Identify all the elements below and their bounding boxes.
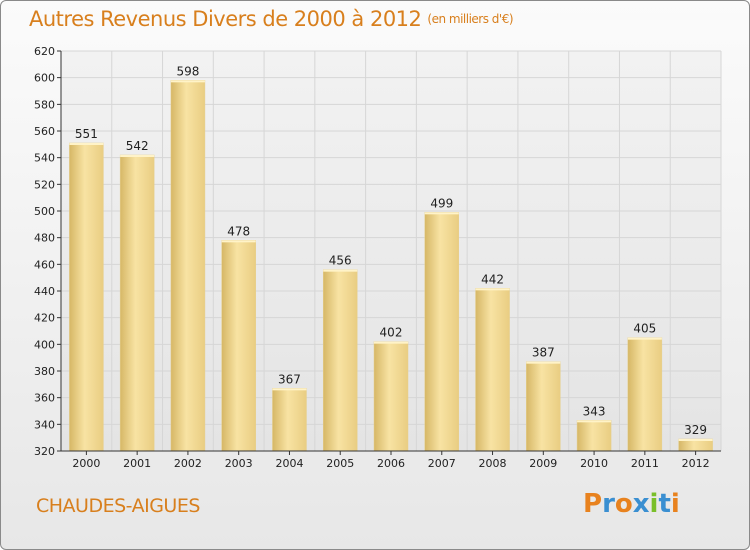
y-tick-label: 320 <box>34 445 55 458</box>
y-tick-label: 620 <box>34 45 55 58</box>
data-label: 405 <box>633 322 656 336</box>
bar <box>424 212 460 452</box>
data-label: 456 <box>329 254 352 268</box>
x-tick-label: 2007 <box>428 457 456 470</box>
bar <box>69 142 104 452</box>
y-tick-label: 600 <box>34 72 55 85</box>
data-label: 542 <box>126 139 149 153</box>
x-tick-label: 2011 <box>631 457 659 470</box>
logo-letter: i <box>649 489 659 519</box>
axes: 320 340 360 380 400 420 440 460 480 500 520 540 560 5… <box>34 45 721 470</box>
x-tick-label: 2010 <box>580 457 608 470</box>
y-tick-label: 440 <box>34 285 55 298</box>
bar <box>221 240 256 452</box>
x-tick-label: 2002 <box>174 457 202 470</box>
bar <box>373 341 409 452</box>
bar-highlight <box>577 420 612 423</box>
y-tick-label: 520 <box>34 178 55 191</box>
bar-highlight <box>221 240 256 243</box>
y-tick-label: 580 <box>34 98 55 111</box>
bar <box>272 388 307 452</box>
x-tick-label: 2008 <box>479 457 507 470</box>
data-label: 367 <box>278 372 301 386</box>
y-tick-label: 380 <box>34 365 55 378</box>
data-label: 329 <box>684 423 707 437</box>
x-tick-label: 2000 <box>72 457 100 470</box>
data-label: 478 <box>227 224 250 238</box>
x-tick-label: 2012 <box>682 457 710 470</box>
proxiti-logo[interactable]: Proxiti <box>583 489 680 519</box>
data-label: 551 <box>75 127 98 141</box>
bar-highlight <box>272 388 307 391</box>
y-tick-label: 460 <box>34 258 55 271</box>
y-tick-label: 500 <box>34 205 55 218</box>
x-tick-label: 2005 <box>326 457 354 470</box>
bars: 551 542 598 478 367 456 402 499 442 387 343 405 329 <box>69 64 713 452</box>
bar <box>119 154 155 452</box>
bar-highlight <box>424 212 459 215</box>
bar <box>475 288 510 452</box>
bar-highlight <box>69 143 104 145</box>
bar-highlight <box>526 361 561 364</box>
logo-letter: o <box>614 489 633 519</box>
data-label: 499 <box>430 196 453 210</box>
data-label: 442 <box>481 272 504 286</box>
y-tick-label: 560 <box>34 125 55 138</box>
logo-letter: t <box>658 489 671 519</box>
y-tick-label: 480 <box>34 232 55 245</box>
y-tick-label: 400 <box>34 338 55 351</box>
logo-letter: i <box>670 489 680 519</box>
logo-letter: x <box>632 489 650 519</box>
bar <box>526 361 561 452</box>
x-tick-label: 2003 <box>225 457 253 470</box>
bar <box>627 337 663 452</box>
x-tick-label: 2004 <box>275 457 303 470</box>
chart-title: Autres Revenus Divers de 2000 à 2012 (en … <box>29 7 514 31</box>
bar-highlight <box>627 337 662 340</box>
logo-letter: r <box>602 489 615 519</box>
bar <box>170 80 206 452</box>
bar-highlight <box>323 269 358 272</box>
bar-highlight <box>475 288 510 291</box>
x-tick-label: 2001 <box>123 457 151 470</box>
x-tick-label: 2006 <box>377 457 405 470</box>
data-label: 598 <box>176 64 199 78</box>
place-name: CHAUDES-AIGUES <box>36 495 200 517</box>
chart-unit: (en milliers d'€) <box>427 12 514 26</box>
data-label: 343 <box>583 404 606 418</box>
bar <box>576 420 612 452</box>
y-tick-label: 540 <box>34 152 55 165</box>
data-label: 402 <box>380 326 403 340</box>
data-label: 387 <box>532 346 555 360</box>
bar <box>322 269 358 452</box>
bar-highlight <box>120 155 155 157</box>
chart-title-text: Autres Revenus Divers de 2000 à 2012 <box>29 7 422 31</box>
y-tick-label: 360 <box>34 392 55 405</box>
logo-letter: P <box>583 489 603 519</box>
y-tick-label: 420 <box>34 312 55 325</box>
y-tick-label: 340 <box>34 418 55 431</box>
bar-highlight <box>170 80 205 83</box>
x-tick-label: 2009 <box>529 457 557 470</box>
bar-highlight <box>374 341 408 344</box>
bar-highlight <box>678 439 713 441</box>
